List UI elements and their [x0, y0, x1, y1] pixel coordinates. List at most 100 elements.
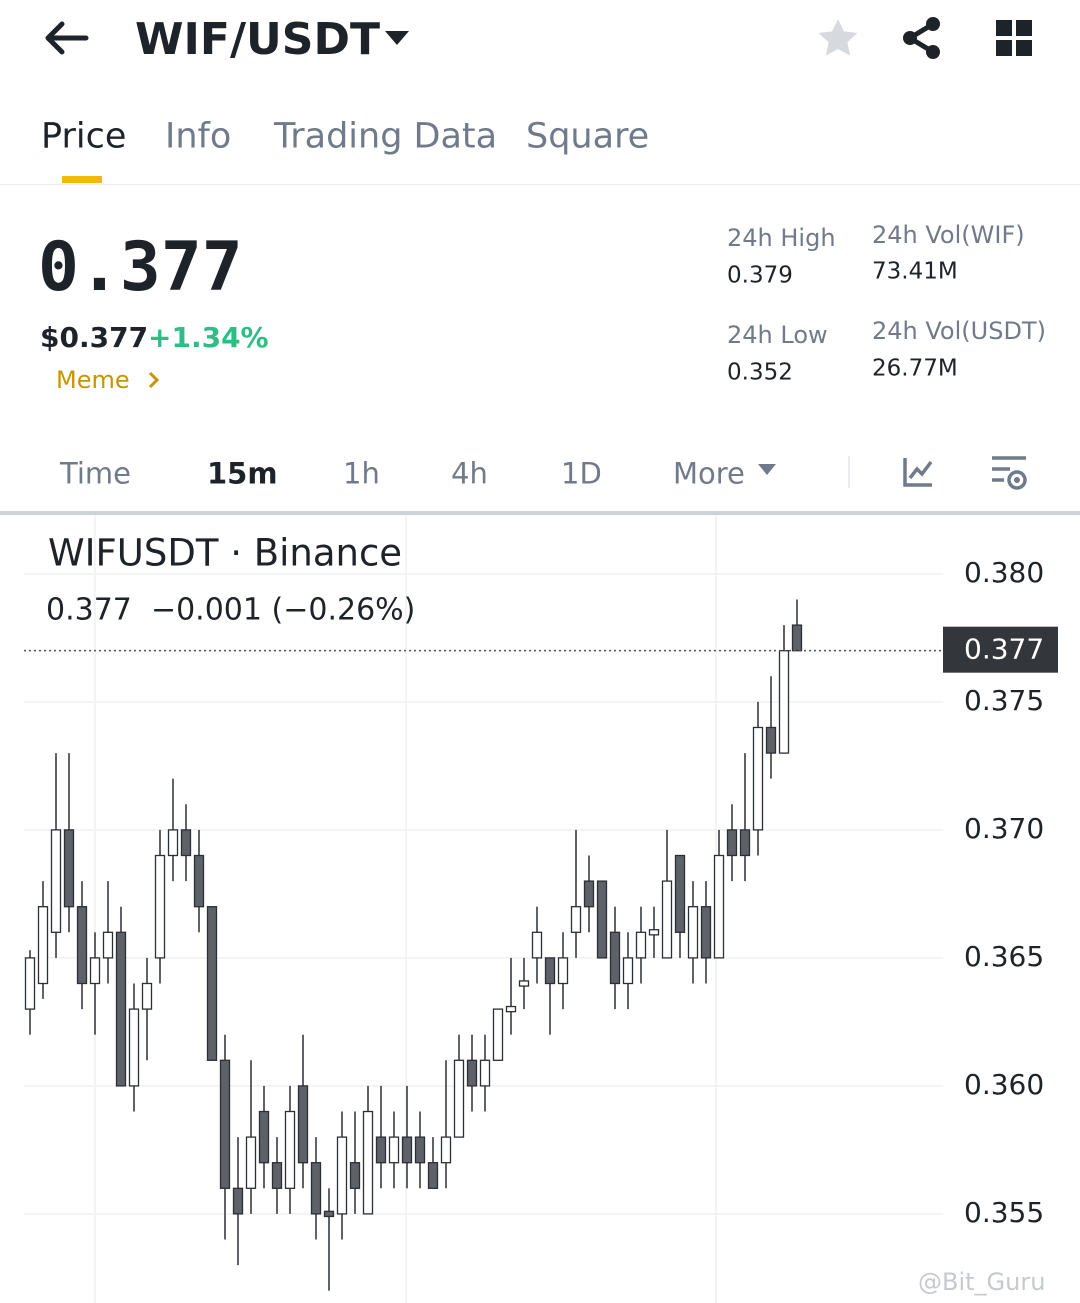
candle-body	[63, 829, 75, 908]
stat-label: 24h High	[727, 224, 836, 252]
timeframe[interactable]: 1h	[343, 456, 380, 491]
candle-body	[193, 854, 205, 908]
divider	[0, 511, 1080, 515]
candle-body	[778, 650, 790, 754]
candle-body	[258, 1110, 270, 1164]
candle-body	[661, 880, 673, 959]
candle-body	[518, 980, 530, 987]
candle-body	[596, 880, 608, 959]
candle-body	[180, 829, 192, 857]
settings-icon[interactable]	[990, 454, 1030, 492]
stat-label: 24h Low	[727, 321, 828, 349]
y-tick-label: 0.375	[964, 684, 1044, 717]
last-price: 0.377	[38, 228, 243, 307]
candle-body	[362, 1110, 374, 1215]
candle-body	[167, 829, 179, 857]
candle-body	[739, 829, 751, 857]
tab[interactable]: Price	[41, 116, 127, 157]
candle-body	[271, 1162, 283, 1189]
chart: 0.380 0.375 0.370 0.365 0.360 0.355 WIFUSDT · …	[24, 515, 1058, 1303]
y-tick-label: 0.365	[964, 940, 1044, 973]
pair-dropdown[interactable]	[383, 28, 411, 48]
candle-body	[726, 829, 738, 857]
candle-body	[115, 931, 127, 1087]
tag[interactable]: Meme	[56, 366, 130, 394]
candle-body	[544, 957, 556, 985]
candle-body	[89, 957, 101, 985]
candle-body	[713, 854, 725, 959]
candle-body	[635, 931, 647, 959]
tab[interactable]: Trading Data	[274, 116, 498, 157]
timeframe[interactable]: More	[673, 456, 745, 491]
y-tick-label: 0.355	[964, 1196, 1044, 1229]
candle-body	[674, 854, 686, 933]
chart-title: WIFUSDT · Binance	[48, 532, 402, 575]
candle-body	[323, 1210, 335, 1218]
candle-body	[648, 929, 660, 936]
candle-body	[401, 1136, 413, 1164]
candle-body	[414, 1136, 426, 1164]
candle-body	[219, 1059, 231, 1189]
candle-body	[206, 906, 218, 1061]
candle-body	[76, 906, 88, 985]
candle-body	[570, 906, 582, 933]
candle-body	[232, 1187, 244, 1215]
timeframe[interactable]: Time	[60, 456, 131, 491]
candle-body	[37, 906, 49, 985]
candle-body	[154, 854, 166, 959]
candle-body	[466, 1059, 478, 1087]
candle-body	[752, 726, 764, 831]
divider	[0, 184, 1080, 185]
pair-title[interactable]: WIF/USDT	[135, 14, 380, 65]
share-icon[interactable]	[900, 16, 944, 60]
chart-subtitle: 0.377 −0.001 (−0.26%)	[46, 593, 415, 628]
candle-body	[375, 1136, 387, 1164]
candle-body	[687, 906, 699, 959]
more-dropdown	[758, 464, 776, 475]
tab-indicator	[62, 176, 102, 183]
candle-body	[583, 880, 595, 908]
candle-body	[609, 931, 621, 985]
back-button[interactable]	[40, 18, 90, 58]
candle-body	[700, 906, 712, 959]
tag-chevron	[148, 371, 160, 389]
candle-body	[479, 1059, 491, 1087]
candle-body	[388, 1136, 400, 1164]
candle-body	[557, 957, 569, 985]
stat-value: 26.77M	[872, 355, 958, 382]
indicator-icon[interactable]	[902, 456, 934, 488]
stat-value: 0.379	[727, 262, 793, 289]
stat-value: 0.352	[727, 359, 793, 386]
timeframe[interactable]: 4h	[451, 456, 488, 491]
y-tick-label: 0.380	[964, 556, 1044, 589]
candle-body	[102, 931, 114, 959]
candle-body	[453, 1059, 465, 1138]
tab[interactable]: Info	[165, 116, 232, 157]
last-price-box	[943, 626, 1058, 673]
candle-body	[765, 726, 777, 754]
candle-body	[505, 1005, 517, 1013]
candle-body	[349, 1162, 361, 1189]
candle-body	[141, 982, 153, 1010]
candle-body	[297, 1085, 309, 1164]
usd-price: $0.377	[40, 321, 149, 354]
timeframe[interactable]: 15m	[207, 456, 278, 491]
stat-value: 73.41M	[872, 258, 958, 285]
candle-body	[492, 1008, 504, 1061]
candle-body	[440, 1136, 452, 1164]
y-tick-label: 0.370	[964, 812, 1044, 845]
candle-body	[245, 1136, 257, 1189]
candle-body	[622, 957, 634, 985]
favorite-icon[interactable]	[816, 16, 860, 60]
timeframe[interactable]: 1D	[561, 456, 602, 491]
grid-icon[interactable]	[996, 20, 1034, 58]
last-price-label: 0.377	[964, 633, 1044, 666]
stat-label: 24h Vol(USDT)	[872, 317, 1046, 345]
tab[interactable]: Square	[526, 116, 650, 157]
price-change: +1.34%	[148, 321, 269, 354]
candle-body	[310, 1162, 322, 1215]
divider	[848, 456, 850, 488]
candle-body	[50, 829, 62, 933]
candle-body	[284, 1110, 296, 1189]
